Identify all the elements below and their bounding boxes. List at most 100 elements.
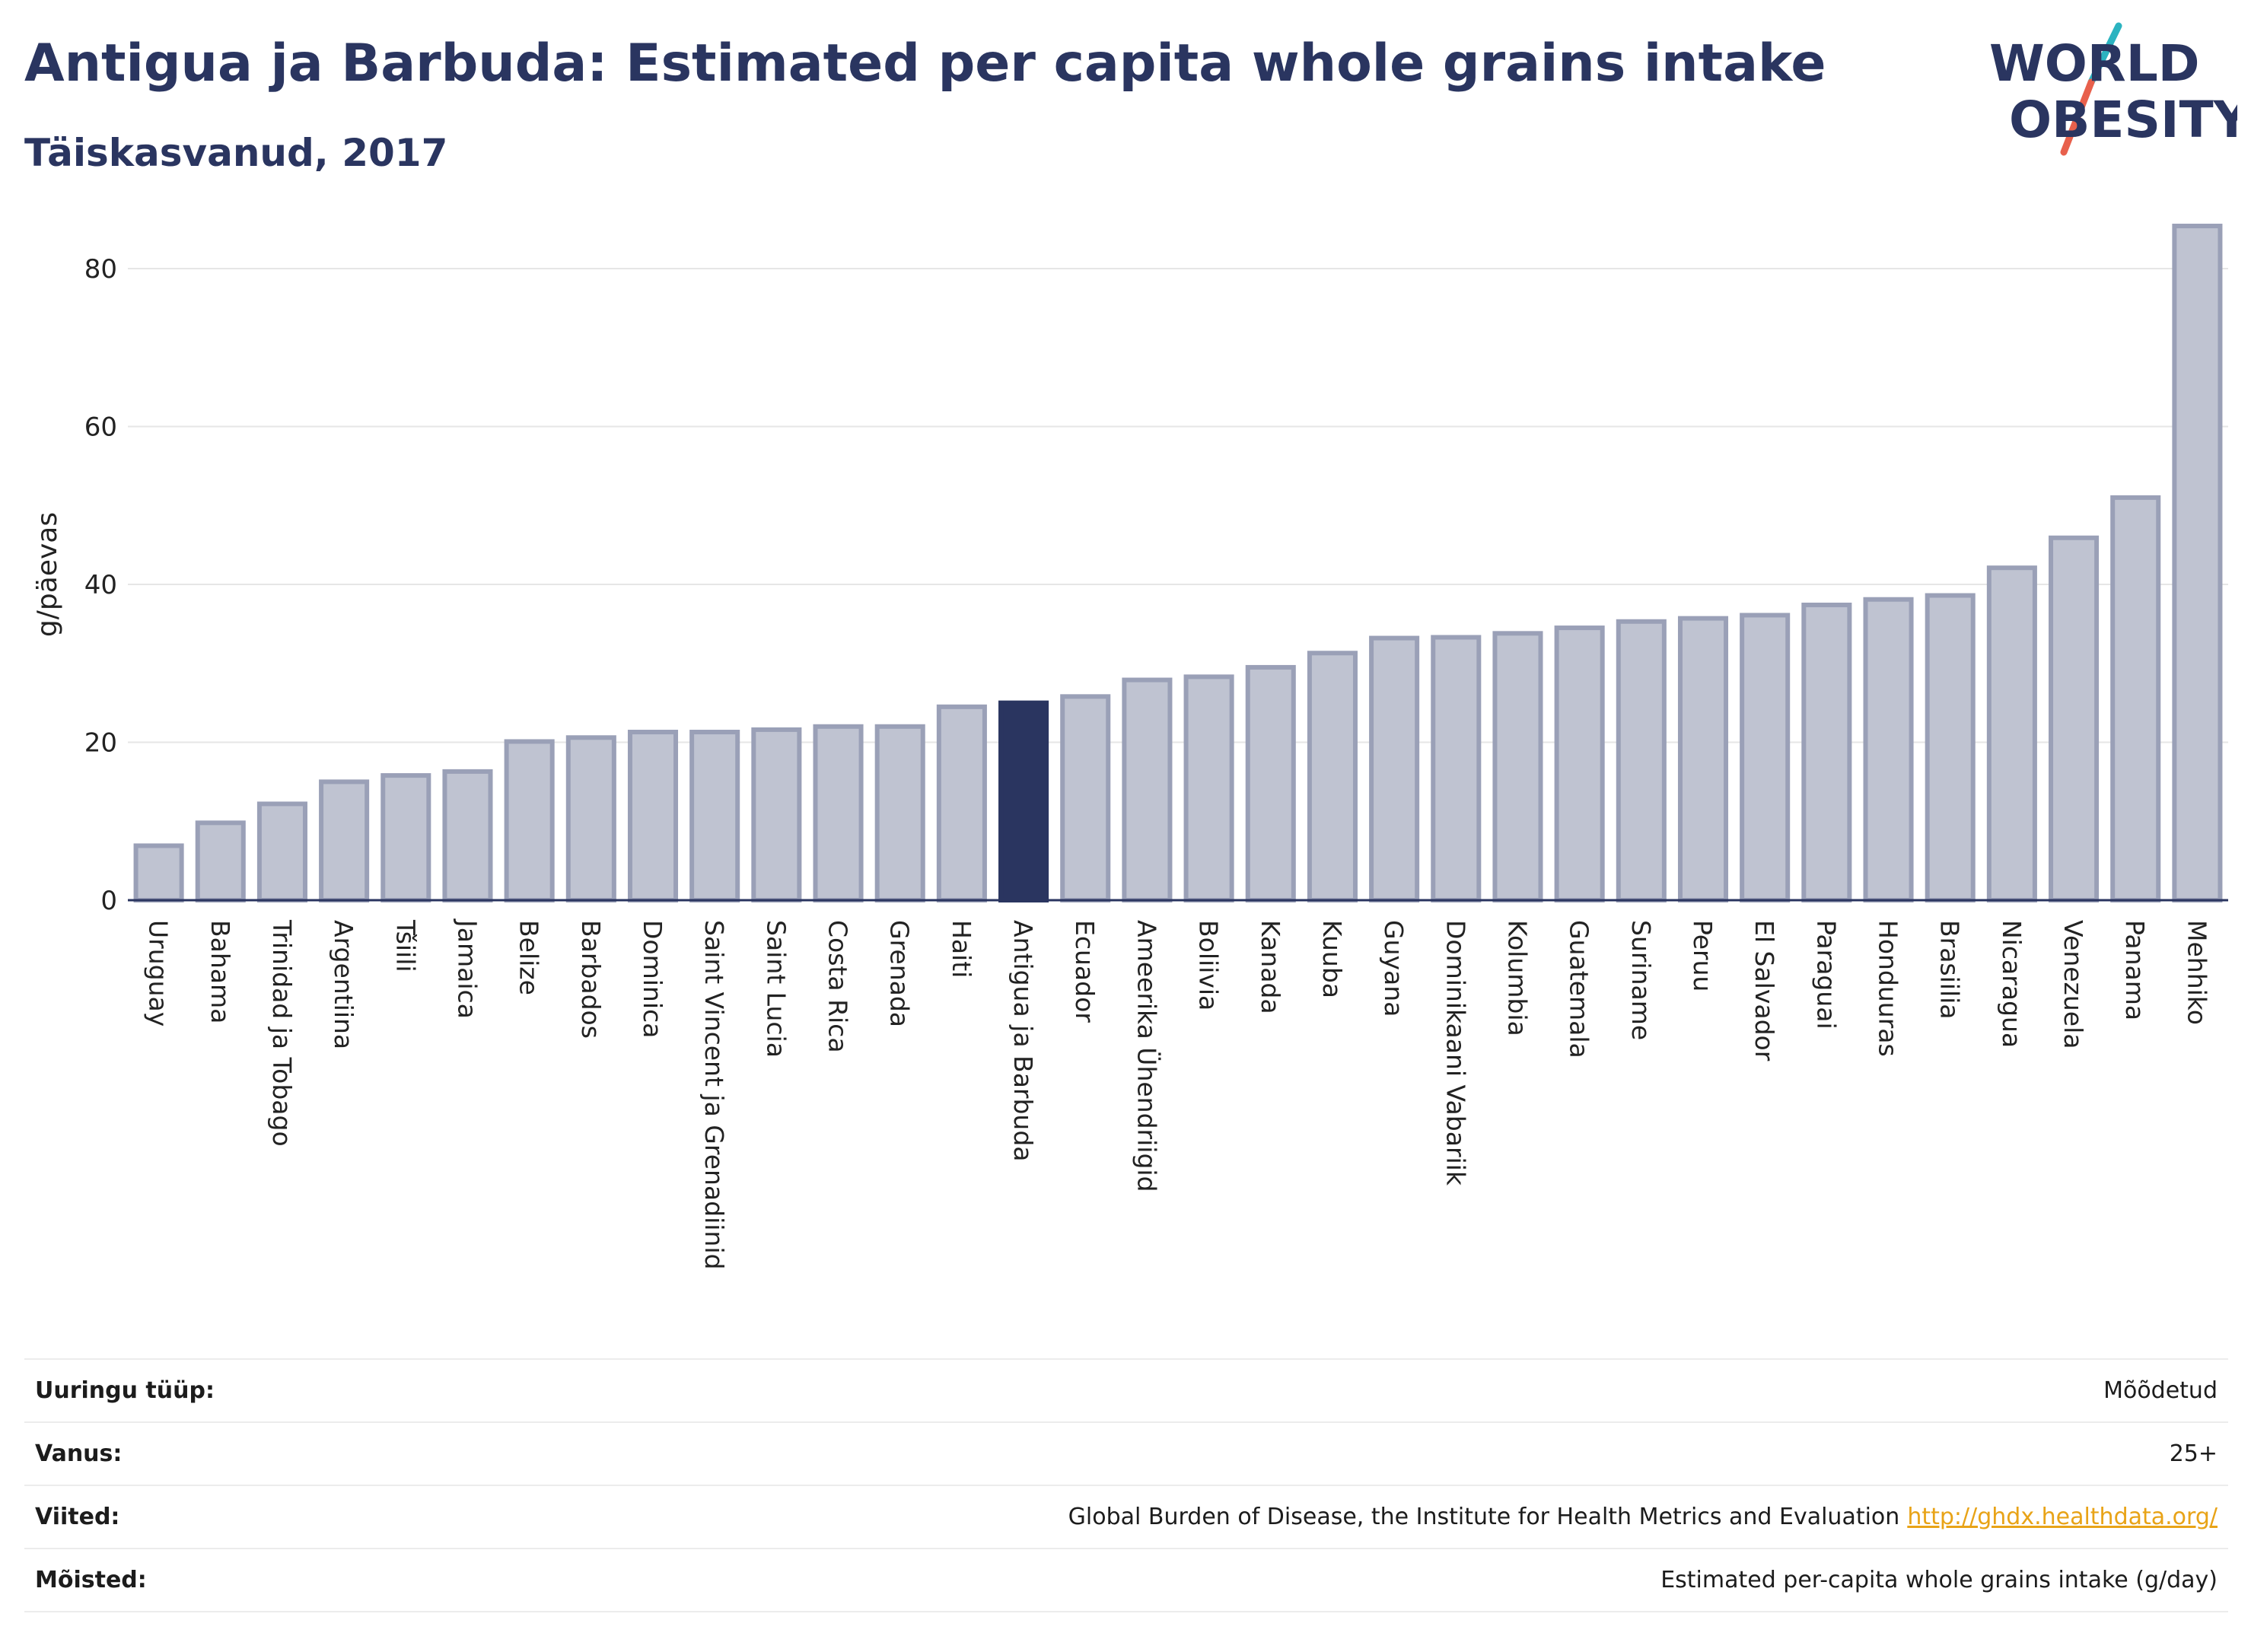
bar[interactable] [874, 724, 925, 902]
x-tick-label: Suriname [1626, 920, 1656, 1040]
x-tick-label: Costa Rica [823, 920, 853, 1053]
x-tick-label: Peruu [1688, 920, 1718, 992]
bar[interactable] [751, 727, 802, 903]
x-tick-label: Brasiilia [1935, 920, 1965, 1020]
bar[interactable] [442, 769, 493, 903]
bar[interactable] [1060, 694, 1111, 902]
x-tick-label: Trinidad ja Tobago [267, 919, 297, 1147]
bar[interactable] [1183, 674, 1234, 902]
y-tick-label: 80 [84, 254, 117, 285]
info-value: Mõõdetud [2103, 1377, 2218, 1404]
x-tick-label: El Salvador [1750, 920, 1779, 1062]
bar[interactable] [1431, 635, 1482, 902]
bar[interactable] [1986, 565, 2037, 903]
info-row: Mõisted: Estimated per-capita whole grain… [24, 1549, 2228, 1612]
bar[interactable] [813, 724, 864, 902]
info-table: Uuringu tüüp: Mõõdetud Vanus: 25+ Viited: Glo… [24, 1358, 2228, 1612]
axes: 0 20 40 60 80 [84, 254, 2228, 916]
bar[interactable] [2049, 535, 2100, 902]
bar[interactable] [1863, 597, 1914, 903]
bar[interactable] [256, 801, 307, 903]
category-labels: Uruguay Bahama Trinidad ja Tobago Argentiin… [144, 918, 2212, 1269]
info-row: Viited: Global Burden of Disease, the Ins… [24, 1486, 2228, 1549]
chart-subtitle: Täiskasvanud, 2017 [24, 131, 448, 175]
x-tick-label: Bahama [205, 920, 235, 1023]
logo-red-slash [2060, 78, 2095, 156]
info-label: Uuringu tüüp: [35, 1377, 215, 1404]
x-tick-label: Antigua ja Barbuda [1008, 920, 1038, 1162]
x-tick-label: Barbados [576, 920, 606, 1039]
x-tick-label: Ameerika Ühendriigid [1132, 920, 1162, 1192]
bar[interactable] [565, 735, 616, 903]
info-label: Mõisted: [35, 1567, 147, 1593]
info-value-text: Global Burden of Disease, the Institute … [1068, 1504, 1900, 1530]
bar[interactable] [1554, 625, 1605, 902]
x-tick-label: Dominica [638, 920, 667, 1038]
info-value-text: Estimated per-capita whole grains intake… [1660, 1567, 2218, 1593]
bar[interactable] [936, 704, 987, 902]
bar[interactable] [689, 730, 740, 903]
y-tick-label: 20 [84, 728, 117, 759]
info-label: Vanus: [35, 1440, 123, 1467]
y-tick-label: 40 [84, 570, 117, 600]
x-tick-label: Nicaragua [1997, 920, 2027, 1048]
x-tick-label: Dominikaani Vabariik [1441, 920, 1470, 1186]
bar[interactable] [1369, 635, 1420, 902]
chart-title: Antigua ja Barbuda: Estimated per capita… [24, 33, 1826, 94]
bar[interactable] [504, 739, 555, 903]
x-tick-label: Argentiina [329, 920, 358, 1049]
logo-line2: OBESITY [2009, 91, 2237, 149]
info-value: Global Burden of Disease, the Institute … [1068, 1504, 2218, 1530]
bar[interactable] [2172, 223, 2223, 903]
logo-line1: WORLD [1989, 34, 2200, 93]
x-tick-label: Venezuela [2058, 920, 2088, 1049]
bar[interactable] [1801, 602, 1852, 902]
x-tick-label: Kolumbia [1502, 920, 1532, 1036]
source-link[interactable]: http://ghdx.healthdata.org/ [1907, 1504, 2218, 1530]
bar-highlighted[interactable] [998, 700, 1049, 902]
x-tick-label: Haiti [947, 920, 976, 978]
x-tick-label: Guyana [1379, 920, 1409, 1017]
bars [133, 223, 2223, 903]
x-tick-label: Saint Lucia [761, 920, 791, 1058]
bar[interactable] [627, 730, 679, 903]
x-tick-label: Kuuba [1317, 920, 1347, 998]
y-tick-label: 60 [84, 412, 117, 443]
bar-chart: 0 20 40 60 80 Uruguay Bahama Trinidad ja Tobag… [32, 223, 2228, 1269]
x-tick-label: Honduuras [1874, 920, 1903, 1057]
x-tick-label: Uruguay [144, 920, 174, 1027]
x-tick-label: Ecuador [1070, 920, 1100, 1023]
x-tick-label: Panama [2120, 920, 2150, 1020]
info-row: Uuringu tüüp: Mõõdetud [24, 1360, 2228, 1423]
logo-teal-slash [2087, 22, 2122, 86]
bar[interactable] [2110, 495, 2161, 902]
y-tick-label: 0 [100, 886, 117, 916]
bar[interactable] [380, 773, 431, 903]
x-tick-label: Paraguai [1811, 920, 1841, 1030]
x-tick-label: Jamaica [452, 918, 482, 1019]
x-tick-label: Saint Vincent ja Grenadiinid [699, 920, 729, 1269]
info-value: 25+ [2170, 1440, 2218, 1467]
x-tick-label: Belize [514, 920, 544, 995]
bar[interactable] [1122, 677, 1173, 902]
bar[interactable] [1616, 619, 1667, 902]
info-row: Vanus: 25+ [24, 1423, 2228, 1486]
y-axis-label: g/päevas [32, 512, 63, 637]
bar[interactable] [133, 843, 184, 902]
bar[interactable] [195, 820, 246, 902]
bar[interactable] [1677, 616, 1729, 902]
bar[interactable] [1740, 613, 1791, 903]
bar[interactable] [319, 779, 370, 902]
x-tick-label: Kanada [1256, 920, 1285, 1014]
bar[interactable] [1307, 651, 1358, 902]
x-tick-label: Grenada [885, 920, 915, 1027]
x-tick-label: Boliivia [1194, 920, 1224, 1011]
bar[interactable] [1492, 631, 1543, 902]
info-value-text: 25+ [2169, 1440, 2218, 1467]
x-tick-label: Mehhiko [2182, 920, 2211, 1025]
info-value: Estimated per-capita whole grains intake… [1660, 1567, 2218, 1593]
x-tick-label: Guatemala [1565, 920, 1594, 1058]
bar[interactable] [1925, 593, 1976, 903]
x-tick-label: Tšiili [390, 919, 420, 972]
bar[interactable] [1245, 664, 1296, 902]
